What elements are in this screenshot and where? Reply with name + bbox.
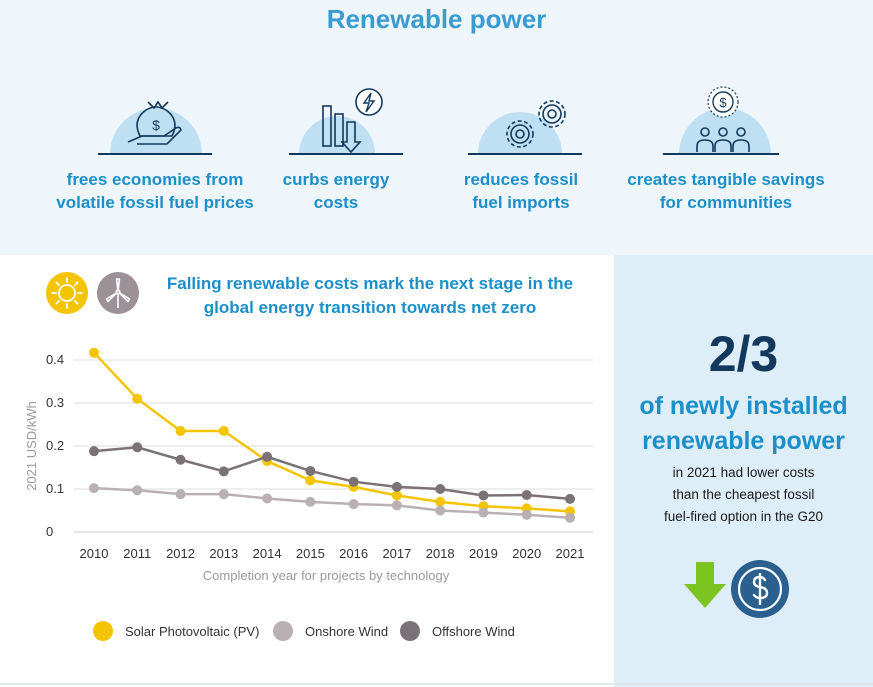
data-point: [262, 451, 273, 462]
data-point: [132, 442, 143, 453]
data-point: [132, 485, 143, 496]
data-point: [132, 393, 143, 404]
y-axis-title: 2021 USD/kWh: [24, 401, 39, 491]
data-point: [391, 481, 402, 492]
series-line-0: [93, 351, 571, 513]
benefit-label-line: frees economies from: [66, 170, 244, 189]
benefit-item: $ creates tangible savings for communiti…: [621, 86, 831, 214]
wind-turbine-icon: [97, 272, 139, 314]
legend-label: Onshore Wind: [305, 623, 389, 639]
x-tick-label: 2014: [253, 546, 282, 561]
x-tick-label: 2012: [166, 546, 195, 561]
stat-desc-line: fuel-fired option in the G20: [663, 509, 824, 524]
data-point: [89, 347, 99, 358]
line-chart: 0 0.1 0.2 0.3 0.4 2010 2011 2012 2013 2014 2015 201…: [24, 347, 593, 583]
x-tick-label: 2011: [123, 546, 151, 561]
benefit-item: $ frees economies from volatile fossil f…: [50, 86, 260, 214]
data-point: [391, 490, 402, 501]
data-point: [521, 490, 532, 501]
community-savings-icon: $: [621, 86, 831, 158]
svg-text:$: $: [719, 95, 727, 110]
x-tick-label: 2019: [469, 546, 498, 561]
x-tick-label: 2010: [80, 546, 109, 561]
data-point: [435, 496, 446, 507]
svg-text:$: $: [152, 117, 160, 133]
bottom-divider: [0, 683, 873, 685]
page-title: Renewable power: [326, 4, 547, 34]
x-tick-label: 2017: [382, 546, 411, 561]
hand-money-bag-icon: $: [50, 86, 260, 158]
stat-line: renewable power: [642, 427, 845, 455]
legend-item-offshore: Offshore Wind: [400, 620, 515, 642]
sun-icon: [46, 272, 88, 314]
data-point: [175, 425, 186, 436]
benefit-label-line: fuel imports: [472, 193, 570, 212]
data-point: [478, 507, 489, 518]
data-point: [305, 475, 316, 486]
x-axis-title: Completion year for projects by technolo…: [203, 568, 450, 583]
benefit-label-line: for communities: [659, 193, 793, 212]
benefit-item: curbs energy costs: [231, 86, 441, 214]
gears-icon: [416, 86, 626, 158]
benefit-label-line: creates tangible savings: [627, 170, 825, 189]
x-tick-label: 2015: [296, 546, 325, 561]
data-point: [478, 490, 489, 501]
data-point: [218, 489, 229, 500]
data-point: [521, 509, 532, 520]
chart-title-line: global energy transition towards net zer…: [203, 298, 537, 317]
y-tick-label: 0.1: [46, 481, 64, 496]
legend-dot: [273, 621, 293, 641]
stat-description: in 2021 had lower costs than the cheapes…: [614, 462, 873, 528]
data-point: [262, 493, 273, 504]
data-point: [565, 493, 575, 504]
y-tick-label: 0: [46, 524, 53, 539]
data-point: [175, 454, 186, 465]
stat-panel: [614, 255, 873, 687]
data-point: [305, 496, 316, 507]
legend-label: Offshore Wind: [432, 623, 515, 639]
data-point: [305, 465, 316, 476]
data-point: [175, 489, 186, 500]
data-point: [348, 499, 359, 510]
data-point: [218, 466, 229, 477]
benefit-label-line: volatile fossil fuel prices: [56, 193, 254, 212]
y-tick-label: 0.4: [46, 352, 64, 367]
legend-item-solar: Solar Photovoltaic (PV): [93, 620, 259, 642]
series-line-2: [93, 446, 571, 501]
x-tick-label: 2013: [209, 546, 238, 561]
down-arrow-icon: [684, 562, 726, 613]
stat-desc-line: than the cheapest fossil: [672, 487, 815, 502]
benefit-item: reduces fossil fuel imports: [416, 86, 626, 214]
data-point: [89, 446, 99, 457]
falling-bars-lightning-icon: [231, 86, 441, 158]
x-tick-label: 2016: [339, 546, 368, 561]
benefit-label-line: costs: [313, 193, 359, 212]
dollar-icon: [730, 559, 790, 624]
benefit-label-line: reduces fossil: [463, 170, 579, 189]
legend-dot: [93, 621, 113, 641]
y-tick-label: 0.3: [46, 395, 64, 410]
x-tick-label: 2020: [512, 546, 541, 561]
data-point: [435, 505, 446, 516]
benefit-label-line: curbs energy: [282, 170, 390, 189]
x-tick-label: 2018: [426, 546, 455, 561]
data-point: [348, 476, 359, 487]
legend-label: Solar Photovoltaic (PV): [125, 623, 260, 639]
stat-desc-line: in 2021 had lower costs: [672, 465, 815, 480]
series-line-1: [93, 486, 571, 520]
data-point: [89, 483, 99, 494]
x-tick-label: 2021: [556, 546, 585, 561]
chart-title-line: Falling renewable costs mark the next st…: [166, 274, 574, 293]
y-tick-label: 0.2: [46, 438, 64, 453]
data-point: [565, 512, 575, 523]
legend-item-onshore: Onshore Wind: [273, 620, 388, 642]
stat-line: of newly installed: [639, 392, 848, 420]
data-point: [435, 484, 446, 494]
data-point: [391, 500, 402, 511]
data-point: [218, 425, 229, 436]
legend-dot: [400, 621, 420, 641]
stat-value: 2/3: [708, 326, 779, 382]
chart-title: Falling renewable costs mark the next st…: [150, 272, 590, 320]
